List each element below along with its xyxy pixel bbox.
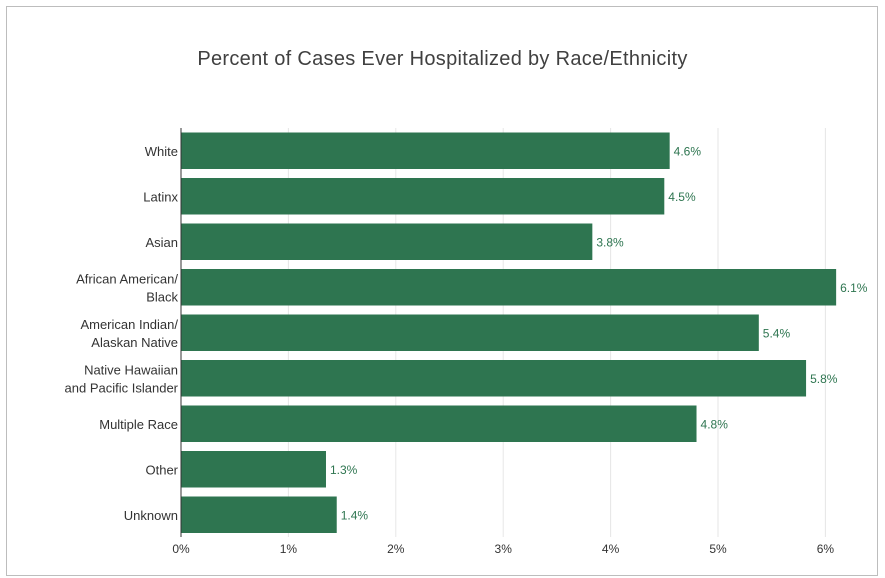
category-label: Asian: [145, 235, 178, 250]
data-label: 5.8%: [810, 372, 838, 386]
data-label: 4.5%: [668, 190, 696, 204]
x-tick-label: 1%: [280, 542, 298, 556]
category-label: Other: [145, 462, 178, 477]
data-label: 4.6%: [674, 144, 702, 158]
bar: [181, 223, 593, 260]
category-label: Unknown: [124, 508, 178, 523]
bar: [181, 132, 670, 169]
data-label: 3.8%: [596, 235, 624, 249]
data-label: 5.4%: [763, 326, 791, 340]
data-label: 6.1%: [840, 281, 868, 295]
data-label: 4.8%: [701, 417, 729, 431]
bar: [181, 314, 759, 351]
bar: [181, 360, 807, 397]
category-label: Latinx: [143, 189, 178, 204]
x-tick-label: 0%: [172, 542, 190, 556]
bars: [181, 132, 837, 533]
x-tick-label: 4%: [602, 542, 620, 556]
bar: [181, 269, 837, 306]
bar: [181, 496, 337, 533]
category-label: Black: [146, 289, 178, 304]
x-tick-label: 5%: [709, 542, 727, 556]
category-labels: White Latinx Asian African American/Black Am…: [65, 144, 179, 523]
x-tick-label: 2%: [387, 542, 405, 556]
category-label: Alaskan Native: [91, 335, 178, 350]
category-label: American Indian/: [80, 317, 178, 332]
bar: [181, 451, 326, 488]
x-tick-label: 6%: [817, 542, 835, 556]
category-label: White: [145, 144, 178, 159]
bar: [181, 405, 697, 442]
data-label: 1.3%: [330, 463, 358, 477]
bar: [181, 178, 665, 215]
category-label: African American/: [76, 271, 178, 286]
data-labels: 4.6% 4.5% 3.8% 6.1% 5.4% 5.8% 4.8% 1.3% 1.4%: [330, 144, 868, 522]
category-label: Multiple Race: [99, 417, 178, 432]
chart-title: Percent of Cases Ever Hospitalized by Ra…: [197, 48, 688, 70]
x-axis-ticks: 0% 1% 2% 3% 4% 5% 6%: [172, 542, 834, 556]
category-label: and Pacific Islander: [65, 380, 179, 395]
data-label: 1.4%: [341, 508, 369, 522]
x-tick-label: 3%: [495, 542, 513, 556]
category-label: Native Hawaiian: [84, 362, 178, 377]
